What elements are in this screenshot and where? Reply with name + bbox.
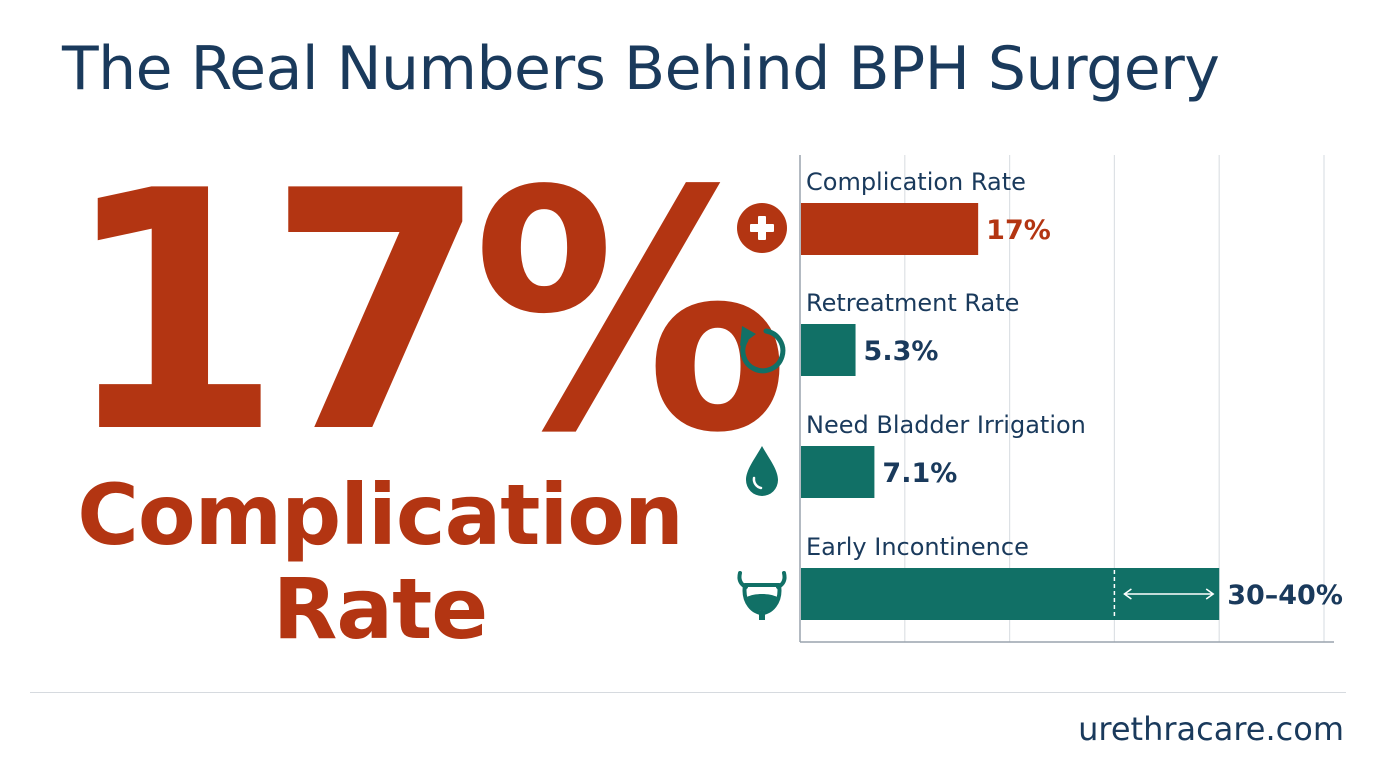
category-label: Early Incontinence	[806, 533, 1029, 561]
value-label: 7.1%	[882, 458, 957, 489]
footer-site: urethracare.com	[1078, 710, 1344, 748]
bar	[801, 203, 979, 255]
category-label: Complication Rate	[806, 168, 1026, 196]
headline-label-line1: Complication	[77, 466, 684, 564]
footer-divider	[30, 692, 1346, 693]
bladder-icon	[737, 571, 787, 620]
category-label: Need Bladder Irrigation	[806, 411, 1086, 439]
medical-cross-icon	[737, 203, 787, 253]
headline-value: 17%	[62, 121, 790, 505]
headline-label: Complication Rate	[62, 468, 698, 656]
category-label: Retreatment Rate	[806, 289, 1019, 317]
water-drop-icon	[746, 446, 778, 496]
value-label: 17%	[986, 215, 1051, 246]
range-arrowhead	[1205, 588, 1215, 600]
page-title: The Real Numbers Behind BPH Surgery	[62, 34, 1220, 104]
value-label: 5.3%	[864, 336, 939, 367]
headline-label-line2: Rate	[272, 560, 489, 658]
chart-gridlines	[904, 155, 1325, 642]
bar	[801, 324, 856, 376]
bar	[801, 446, 875, 498]
value-label: 30–40%	[1227, 580, 1343, 611]
retreatment-arrow-icon	[740, 326, 786, 374]
range-arrowhead	[1123, 588, 1132, 600]
